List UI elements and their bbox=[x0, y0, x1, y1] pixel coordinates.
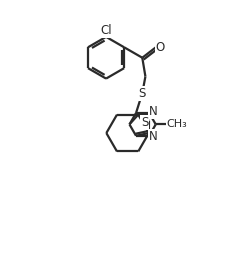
Text: N: N bbox=[149, 130, 157, 143]
Text: CH₃: CH₃ bbox=[167, 119, 187, 129]
Text: N: N bbox=[149, 105, 157, 118]
Text: Cl: Cl bbox=[100, 24, 112, 37]
Text: S: S bbox=[139, 87, 146, 100]
Text: S: S bbox=[141, 116, 148, 129]
Text: O: O bbox=[156, 41, 165, 54]
